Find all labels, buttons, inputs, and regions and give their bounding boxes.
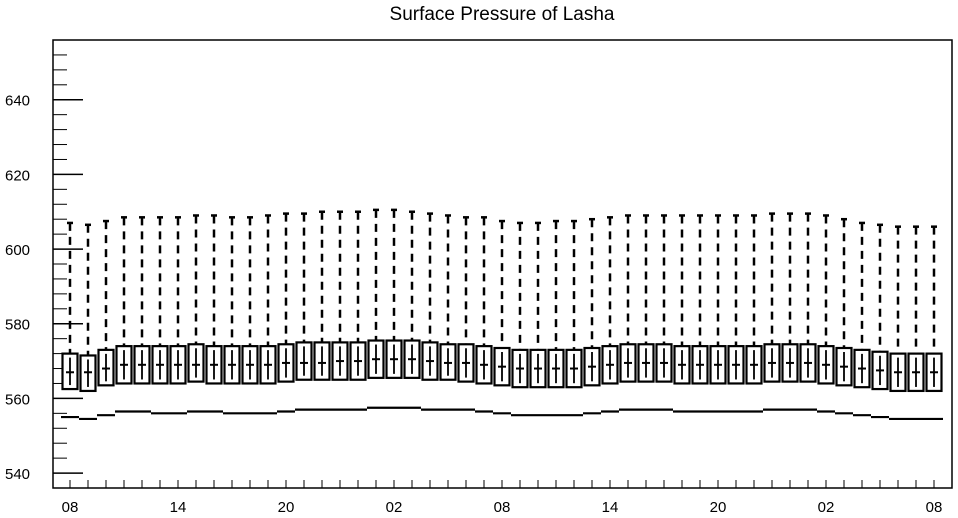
box-33 [655,214,673,411]
box-26 [529,221,547,417]
box-35 [691,214,709,413]
y-tick-label: 640 [5,93,30,110]
box-30 [601,216,619,413]
box-15 [331,210,349,411]
box-37 [727,214,745,413]
y-axis: 540 560 580 600 620 640 [5,39,83,489]
box-9 [223,216,241,415]
x-tick-label: 20 [278,499,295,516]
x-axis: 08 14 20 02 08 14 20 02 08 [62,480,943,516]
box-41 [799,212,817,411]
box-24 [493,219,511,415]
y-tick-label: 620 [5,167,30,184]
box-36 [709,214,727,413]
box-20 [421,212,439,411]
x-tick-label: 02 [386,499,403,516]
box-45 [871,223,889,419]
box-27 [547,219,565,417]
box-22 [457,216,475,411]
x-tick-label: 20 [710,499,727,516]
box-44 [853,221,871,417]
y-tick-label: 540 [5,466,30,483]
box-48 [925,225,943,421]
box-28 [565,219,583,417]
chart-title: Surface Pressure of Lasha [389,4,615,25]
box-3 [115,216,133,413]
box-5 [151,216,169,415]
box-12 [277,212,295,413]
box-1 [79,223,97,421]
box-31 [619,214,637,411]
box-47 [907,225,925,421]
box-17 [367,208,385,409]
box-23 [475,216,493,413]
box-11 [259,214,277,415]
box-16 [349,210,367,411]
box-6 [169,216,187,415]
box-38 [745,214,763,413]
boxes-layer [61,208,943,421]
y-tick-label: 600 [5,242,30,259]
x-tick-label: 08 [62,499,79,516]
x-tick-label: 14 [602,499,619,516]
box-39 [763,212,781,411]
box-4 [133,216,151,413]
box-8 [205,214,223,413]
box-10 [241,216,259,415]
box-0 [61,221,79,419]
box-14 [313,210,331,411]
y-tick-label: 560 [5,391,30,408]
box-2 [97,219,115,417]
x-tick-label: 08 [494,499,511,516]
box-25 [511,221,529,417]
x-tick-label: 02 [818,499,835,516]
box-46 [889,225,907,421]
box-43 [835,217,853,415]
x-tick-label: 14 [170,499,187,516]
box-34 [673,214,691,413]
box-32 [637,214,655,411]
box-13 [295,212,313,411]
box-7 [187,214,205,413]
box-40 [781,212,799,411]
box-21 [439,214,457,411]
x-tick-label: 08 [926,499,943,516]
y-tick-label: 580 [5,317,30,334]
box-29 [583,217,601,415]
box-19 [403,210,421,409]
box-18 [385,208,403,409]
box-42 [817,214,835,413]
